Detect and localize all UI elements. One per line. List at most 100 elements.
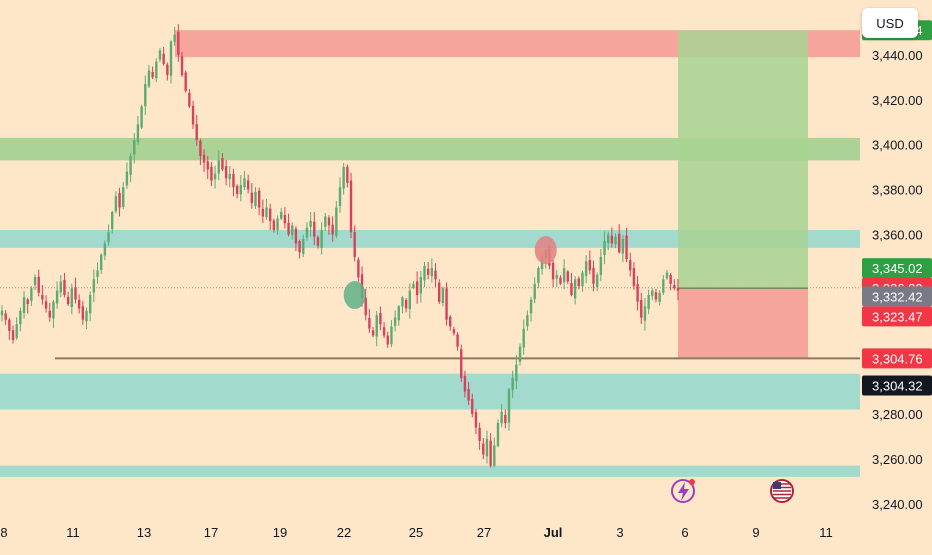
candle [66, 291, 70, 306]
candle-body [529, 299, 533, 314]
currency-button[interactable]: USD [862, 8, 918, 38]
candle [603, 231, 606, 265]
candle [614, 233, 617, 249]
candle-body [555, 274, 558, 279]
candle [99, 253, 103, 275]
candle-body [331, 224, 334, 235]
us-flag-event-icon[interactable] [770, 479, 794, 503]
candle-body [437, 282, 441, 302]
candles-layer [0, 24, 680, 468]
candle [599, 248, 603, 282]
candle-body [379, 313, 382, 325]
x-tick-label: Jul [544, 525, 563, 540]
candle-body [180, 56, 184, 76]
candle [342, 162, 345, 195]
time-axis[interactable]: 8 11 13 17 19 22 25 27 Jul 3 6 9 11 [0, 525, 832, 540]
candle [199, 138, 202, 166]
candle-body [41, 295, 44, 300]
candle [221, 153, 224, 172]
candle [364, 288, 367, 321]
candle [511, 370, 514, 398]
candle-body [404, 299, 408, 309]
candle-body [559, 277, 562, 284]
y-tick-label: 3,280.00 [872, 407, 923, 422]
marker-circle [343, 281, 366, 310]
candle [125, 162, 129, 189]
candle [419, 270, 423, 303]
candle-body [133, 140, 136, 155]
candle [426, 262, 430, 280]
candle [493, 437, 496, 468]
price-axis[interactable]: 3,440.00 3,420.00 3,400.00 3,380.00 3,360.00… [872, 48, 923, 512]
candle [206, 156, 209, 180]
candle-body [44, 301, 48, 309]
candle [92, 269, 96, 303]
candle-body [217, 160, 220, 174]
candle [485, 430, 489, 464]
candle-body [63, 279, 66, 296]
price-badge-label: 3,332.42 [872, 289, 923, 304]
candle [26, 297, 29, 314]
candle-body [169, 41, 173, 76]
x-tick-label: 25 [409, 525, 423, 540]
candle-body [166, 64, 169, 76]
candle-body [184, 72, 187, 91]
candle-body [52, 301, 55, 319]
candle-body [125, 171, 129, 186]
events-layer[interactable] [671, 479, 794, 503]
candle [107, 224, 110, 246]
candle-body [636, 283, 639, 302]
candle-body [309, 220, 312, 227]
candle [111, 210, 114, 234]
candle-body [452, 329, 456, 334]
candle-body [239, 185, 243, 195]
candle-body [482, 443, 485, 455]
candle-body [202, 154, 206, 163]
x-tick-label: 19 [273, 525, 287, 540]
candle-body [19, 310, 22, 325]
price-badge-label: 3,304.76 [872, 351, 923, 366]
candle-body [669, 274, 672, 284]
candle-body [474, 412, 478, 428]
candle-body [507, 389, 511, 423]
candle [665, 269, 669, 280]
position-target-zone[interactable] [678, 30, 808, 289]
candle-body [665, 272, 669, 279]
candle-body [173, 34, 176, 42]
candle [658, 290, 661, 306]
candle [180, 52, 184, 77]
candle [37, 269, 40, 297]
candle-body [673, 284, 676, 289]
y-tick-label: 3,360.00 [872, 227, 923, 242]
candle [404, 298, 408, 313]
candle-body [588, 260, 592, 271]
lightning-event-icon[interactable] [671, 479, 695, 503]
x-tick-label: 27 [477, 525, 491, 540]
x-tick-label: 6 [681, 525, 688, 540]
candle-body [610, 235, 614, 244]
candle [460, 344, 463, 383]
candle [77, 294, 81, 314]
candle-body [158, 50, 162, 60]
candle-body [603, 241, 606, 256]
candle [471, 393, 474, 418]
candle-body [99, 254, 103, 270]
position-tool[interactable] [678, 30, 808, 359]
candle-body [15, 324, 18, 339]
candle [280, 207, 283, 221]
candle [302, 234, 305, 258]
x-tick-label: 8 [0, 525, 7, 540]
candle [287, 213, 290, 237]
candle-body [81, 306, 85, 320]
candle-body [393, 317, 397, 326]
position-stop-zone[interactable] [678, 288, 808, 359]
candle-body [566, 271, 569, 282]
candle-body [654, 292, 658, 300]
candle-body [316, 237, 320, 246]
candle [408, 283, 412, 319]
candle-body [445, 288, 448, 320]
candle-body [77, 299, 81, 309]
candle-body [390, 326, 393, 345]
